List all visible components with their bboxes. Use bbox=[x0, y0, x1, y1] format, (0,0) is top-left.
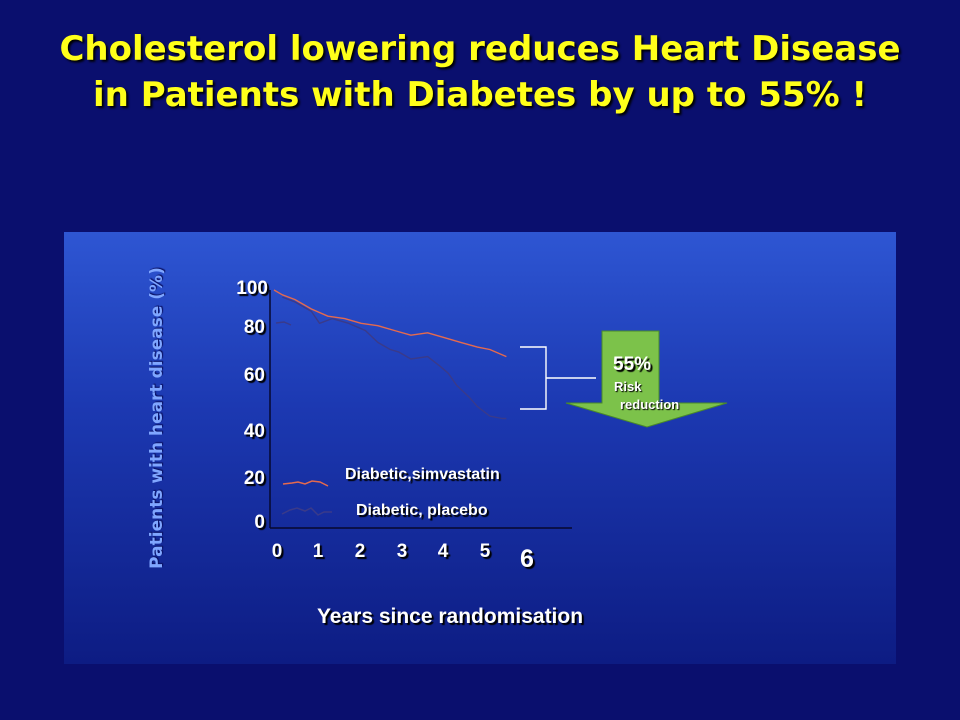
legend-placebo-label: Diabetic, placebo bbox=[356, 502, 488, 519]
legend-placebo-swatch bbox=[281, 507, 332, 516]
x-tick-label: 5 bbox=[479, 541, 491, 562]
legend-simvastatin-swatch bbox=[282, 480, 329, 487]
y-tick-label: 20 bbox=[243, 468, 265, 489]
placebo-stub-line bbox=[275, 321, 292, 326]
x-tick-label: 2 bbox=[354, 541, 366, 562]
y-tick-label: 40 bbox=[243, 421, 265, 442]
y-tick-label: 100 bbox=[236, 278, 268, 299]
x-tick-label: 0 bbox=[271, 541, 283, 562]
x-tick-label: 1 bbox=[312, 541, 324, 562]
risk-reduction-label: reduction bbox=[620, 397, 680, 412]
x-axis-label: Years since randomisation bbox=[316, 605, 584, 628]
x-tick-label: 3 bbox=[396, 541, 408, 562]
y-tick-label: 0 bbox=[254, 512, 265, 533]
chart-panel bbox=[64, 232, 896, 664]
series-layer bbox=[273, 289, 507, 420]
risk-reduction-percent: 55% bbox=[613, 354, 652, 375]
x-tick-label: 6 bbox=[520, 545, 534, 573]
legend-simvastatin-label: Diabetic,simvastatin bbox=[345, 466, 500, 483]
x-tick-label: 4 bbox=[437, 541, 449, 562]
placebo-series-line bbox=[282, 296, 507, 420]
y-tick-label: 60 bbox=[243, 365, 265, 386]
risk-reduction-label: Risk bbox=[614, 379, 642, 394]
risk-bracket bbox=[520, 346, 547, 410]
slide-title: Cholesterol lowering reduces Heart Disea… bbox=[59, 29, 901, 115]
y-tick-label: 80 bbox=[243, 317, 265, 338]
simvastatin-series-line bbox=[273, 289, 507, 358]
risk-reduction-arrow bbox=[565, 330, 728, 428]
